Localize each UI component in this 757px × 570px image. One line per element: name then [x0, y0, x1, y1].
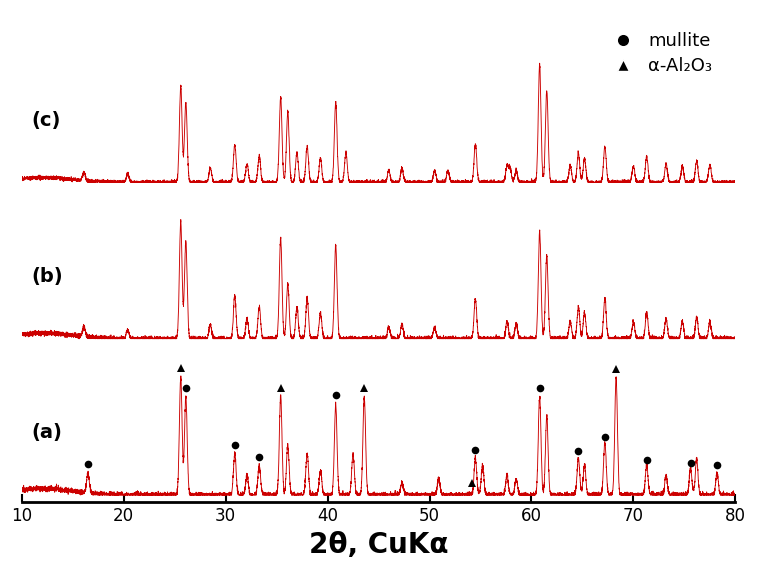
Text: (a): (a): [32, 424, 63, 442]
Legend: mullite, α-Al₂O₃: mullite, α-Al₂O₃: [597, 25, 719, 83]
Text: (b): (b): [32, 267, 64, 286]
Text: (c): (c): [32, 111, 61, 130]
X-axis label: 2θ, CuKα: 2θ, CuKα: [309, 531, 448, 559]
